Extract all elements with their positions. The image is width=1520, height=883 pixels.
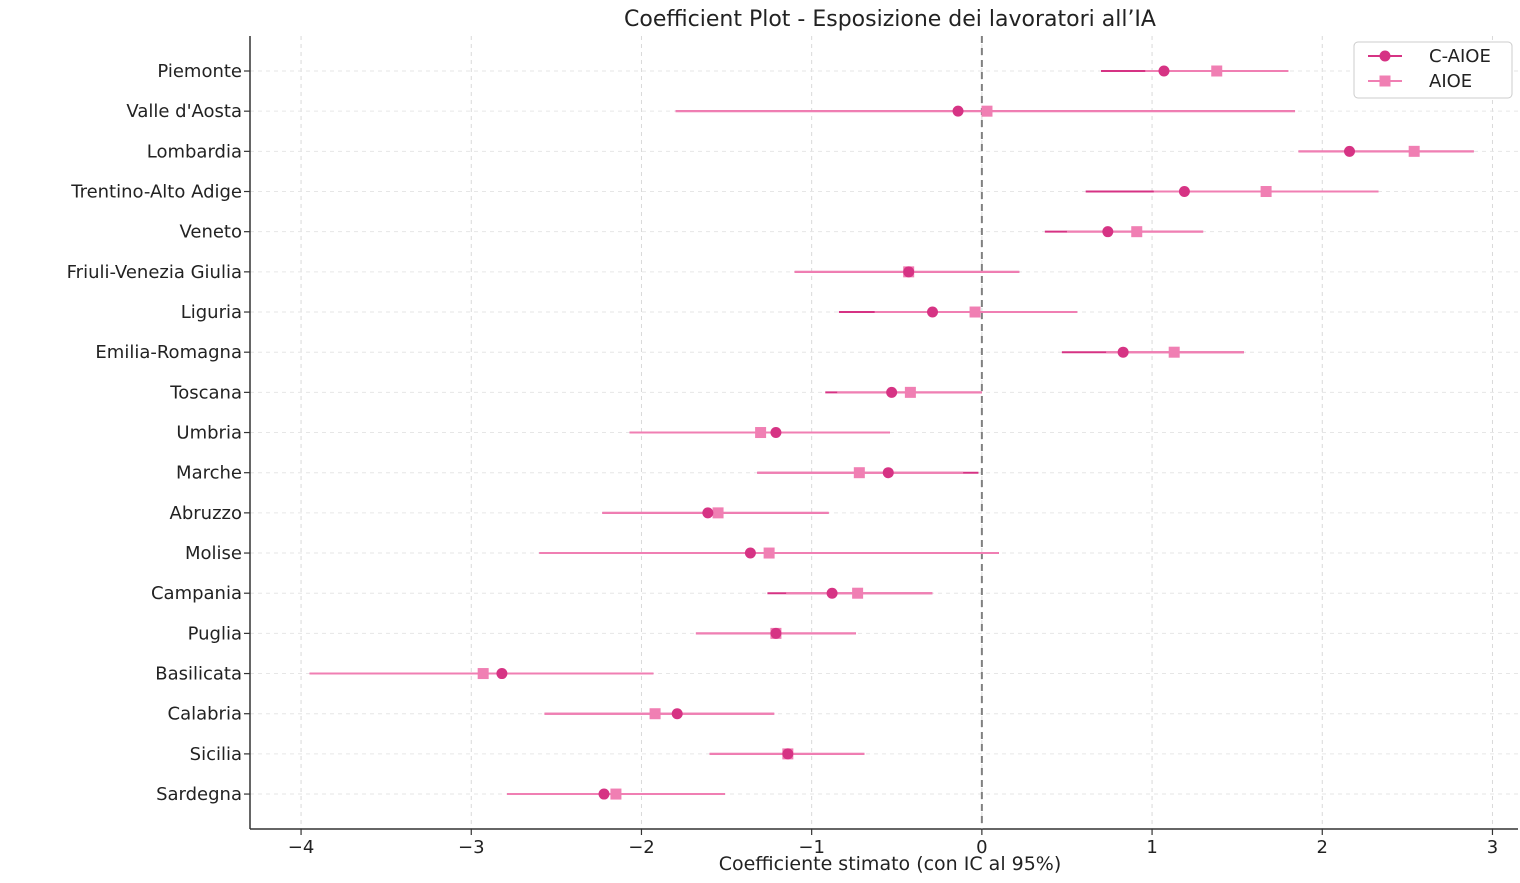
point-c-aioe bbox=[927, 306, 939, 318]
point-aioe bbox=[763, 547, 775, 559]
point-c-aioe bbox=[952, 105, 964, 117]
point-aioe bbox=[610, 788, 622, 800]
point-aioe bbox=[649, 708, 661, 720]
point-c-aioe bbox=[496, 668, 508, 680]
point-c-aioe bbox=[826, 587, 838, 599]
y-tick-label-region: Marche bbox=[176, 463, 242, 484]
point-aioe bbox=[904, 386, 916, 398]
point-c-aioe bbox=[782, 748, 794, 760]
x-tick-label: −2 bbox=[628, 837, 655, 858]
point-aioe bbox=[981, 105, 993, 117]
y-tick-label-region: Liguria bbox=[181, 302, 242, 323]
y-tick-label-region: Basilicata bbox=[155, 664, 242, 685]
point-aioe bbox=[1131, 226, 1143, 238]
y-tick-label-region: Molise bbox=[185, 543, 242, 564]
point-c-aioe bbox=[1102, 226, 1114, 238]
legend: C-AIOE AIOE bbox=[1353, 41, 1513, 99]
x-tick-label: −3 bbox=[458, 837, 485, 858]
y-tick-label-region: Piemonte bbox=[157, 61, 242, 82]
y-tick-label-region: Toscana bbox=[169, 382, 242, 403]
y-tick-label-region: Sardegna bbox=[156, 784, 242, 805]
point-c-aioe bbox=[744, 547, 756, 559]
point-c-aioe bbox=[1117, 346, 1129, 358]
y-tick-label-region: Campania bbox=[151, 583, 242, 604]
y-tick-label-region: Umbria bbox=[176, 423, 242, 444]
legend-marker-c-aioe bbox=[1379, 50, 1391, 62]
point-c-aioe bbox=[671, 708, 683, 720]
y-tick-label-region: Trentino-Alto Adige bbox=[70, 182, 242, 203]
y-tick-label-region: Valle d'Aosta bbox=[126, 101, 242, 122]
legend-label-c-aioe: C-AIOE bbox=[1429, 46, 1491, 67]
point-aioe bbox=[755, 427, 767, 439]
point-c-aioe bbox=[1178, 186, 1190, 198]
legend-marker-aioe bbox=[1379, 75, 1391, 87]
y-tick-label-region: Puglia bbox=[188, 623, 242, 644]
x-tick-label: −1 bbox=[798, 837, 825, 858]
chart-title: Coefficient Plot - Esposizione dei lavor… bbox=[624, 7, 1156, 32]
axes-layer: −4 −3 −2 −1 0 1 2 3 Piemonte Valle d'Aosta Lombard… bbox=[67, 36, 1518, 858]
point-c-aioe bbox=[882, 467, 894, 479]
y-tick-label-region: Abruzzo bbox=[170, 503, 242, 524]
point-aioe bbox=[712, 507, 724, 519]
marks-layer bbox=[309, 65, 1474, 800]
y-tick-label-region: Veneto bbox=[179, 222, 242, 243]
point-aioe bbox=[1260, 186, 1272, 198]
x-tick-label: 1 bbox=[1146, 837, 1157, 858]
x-tick-label: −4 bbox=[288, 837, 315, 858]
point-aioe bbox=[477, 668, 489, 680]
point-aioe bbox=[1211, 65, 1223, 77]
point-aioe bbox=[1408, 145, 1420, 157]
legend-label-aioe: AIOE bbox=[1429, 71, 1472, 92]
y-tick-label-region: Lombardia bbox=[147, 141, 242, 162]
point-c-aioe bbox=[702, 507, 714, 519]
x-axis-label: Coefficiente stimato (con IC al 95%) bbox=[719, 853, 1062, 875]
point-c-aioe bbox=[1344, 145, 1356, 157]
y-tick-label-region: Friuli-Venezia Giulia bbox=[67, 262, 242, 283]
point-c-aioe bbox=[886, 386, 898, 398]
point-aioe bbox=[853, 467, 865, 479]
point-aioe bbox=[1168, 346, 1180, 358]
x-tick-label: 2 bbox=[1317, 837, 1328, 858]
point-c-aioe bbox=[903, 266, 915, 278]
point-c-aioe bbox=[770, 627, 782, 639]
point-c-aioe bbox=[1158, 65, 1170, 77]
y-tick-label-region: Sicilia bbox=[190, 744, 242, 765]
y-tick-label-region: Calabria bbox=[168, 704, 243, 725]
x-tick-label: 0 bbox=[976, 837, 987, 858]
point-c-aioe bbox=[770, 427, 782, 439]
y-tick-label-region: Emilia-Romagna bbox=[95, 342, 242, 363]
point-c-aioe bbox=[598, 788, 610, 800]
point-aioe bbox=[852, 587, 864, 599]
point-aioe bbox=[969, 306, 981, 318]
x-tick-label: 3 bbox=[1487, 837, 1498, 858]
